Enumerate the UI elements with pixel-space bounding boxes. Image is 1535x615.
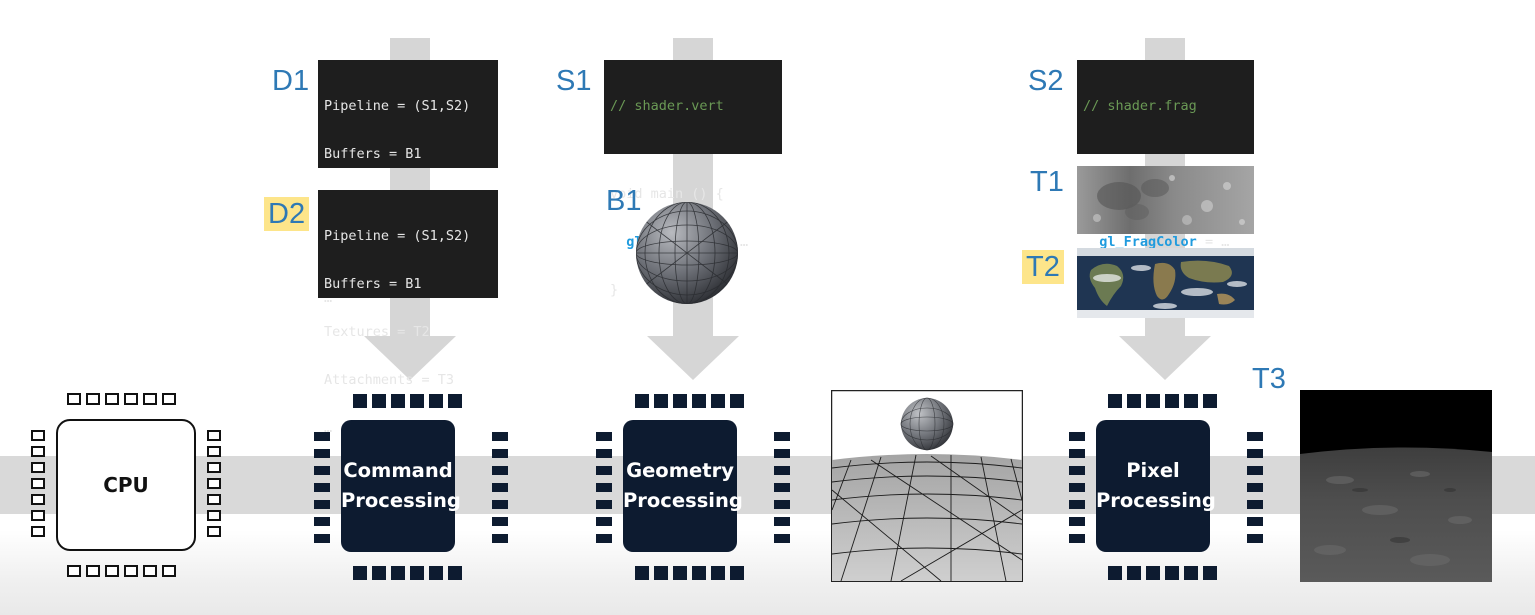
pixel-processing-chip: Pixel Processing [1096, 420, 1216, 552]
buffer-b1-label: B1 [606, 185, 642, 217]
d2-line-buffers: Buffers = B1 [324, 276, 422, 292]
vertex-shader-indent [610, 234, 626, 250]
pixel-processing-label: Pixel Processing [1096, 456, 1216, 516]
earth-texture-image [1077, 248, 1254, 318]
vertex-shader-comment: // shader.vert [610, 98, 724, 114]
geometry-processing-line1: Geometry [626, 459, 734, 482]
d2-line-textures: Textures = T2 [324, 324, 430, 340]
geometry-processing-chip: Geometry Processing [623, 420, 743, 552]
d1-line-buffers: Buffers = B1 [324, 146, 422, 162]
fragment-shader-s2-label: S2 [1028, 65, 1064, 97]
d2-line-attachments: Attachments = T3 [324, 372, 455, 388]
vertex-shader-close: } [610, 282, 619, 298]
pixel-processing-line2: Processing [1096, 489, 1216, 512]
cpu-label: CPU [103, 473, 149, 497]
d2-line-ellipsis: … [324, 420, 333, 436]
d1-line-pipeline: Pipeline = (S1,S2) [324, 98, 471, 114]
draw-command-d1-label: D1 [272, 65, 310, 97]
final-render-image [1300, 390, 1492, 582]
command-processing-label: Command Processing [341, 456, 461, 516]
vertex-shader-s1-label: S1 [556, 65, 592, 97]
geometry-output-image [831, 390, 1023, 582]
fragment-shader-code: // shader.frag void main () { gl_FragCol… [1077, 60, 1254, 298]
fragment-shader-builtin: gl_FragColor [1099, 234, 1197, 250]
fragment-shader-comment: // shader.frag [1083, 98, 1197, 114]
draw-command-d2-label: D2 [264, 197, 310, 231]
command-processing-line2: Processing [341, 489, 461, 512]
moon-texture-image [1077, 166, 1254, 234]
command-processing-line1: Command [343, 459, 453, 482]
vertex-shader-line1: void main () { [610, 186, 724, 202]
fragment-shader-assign: = … [1196, 234, 1230, 250]
attachment-t3-label: T3 [1252, 363, 1286, 395]
geometry-processing-line2: Processing [623, 489, 743, 512]
sphere-mesh-image [636, 202, 738, 304]
draw-command-d1: Pipeline = (S1,S2) Buffers = B1 Textures… [318, 60, 498, 306]
pixel-processing-line1: Pixel [1126, 459, 1180, 482]
pipeline-band [0, 456, 1535, 514]
cpu-chip: CPU [56, 419, 196, 551]
draw-command-d2: Pipeline = (S1,S2) Buffers = B1 Textures… [318, 190, 498, 436]
d2-line-pipeline: Pipeline = (S1,S2) [324, 228, 471, 244]
geometry-processing-label: Geometry Processing [623, 456, 743, 516]
d1-line-ellipsis: … [324, 290, 333, 306]
texture-t1-label: T1 [1030, 166, 1064, 198]
vertex-shader-code: // shader.vert void main () { gl_Positio… [604, 60, 782, 298]
texture-t2-label: T2 [1022, 250, 1064, 284]
command-processing-chip: Command Processing [341, 420, 461, 552]
